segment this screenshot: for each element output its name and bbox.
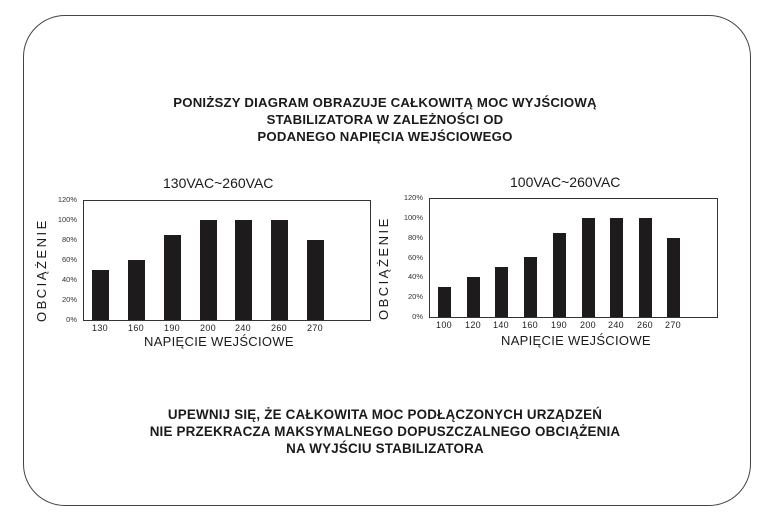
y-tick-label: 40%: [61, 275, 77, 284]
bar-270: [306, 240, 324, 320]
x-tick-label: 160: [128, 323, 144, 333]
bar-120: [466, 277, 480, 317]
x-tick-label: 100: [436, 320, 452, 330]
x-tick-label: 260: [637, 320, 653, 330]
x-tick-label: 240: [608, 320, 624, 330]
x-tick-label: 130: [92, 323, 108, 333]
header-text: PONIŻSZY DIAGRAM OBRAZUJE CAŁKOWITĄ MOC …: [0, 94, 770, 145]
bar-140: [494, 267, 508, 317]
chart-title: 100VAC~260VAC: [510, 174, 621, 190]
y-tick-label: 0%: [412, 312, 423, 321]
bar-270: [666, 238, 680, 317]
footer-line: UPEWNIJ SIĘ, ŻE CAŁKOWITA MOC PODŁĄCZONY…: [167, 407, 603, 422]
plot-area: [429, 198, 718, 318]
y-tick-label: 60%: [407, 252, 423, 262]
x-tick-label: 120: [465, 320, 481, 330]
bar-190: [552, 233, 566, 317]
plot-area: [83, 200, 371, 321]
header-line: PODANEGO NAPIĘCIA WEJŚCIOWEGO: [257, 129, 513, 144]
bar-200: [199, 220, 217, 320]
bar-260: [270, 220, 288, 320]
y-tick-label: 60%: [61, 255, 77, 264]
bar-190: [163, 235, 181, 320]
bar-200: [581, 218, 595, 317]
y-tick-label: 120%: [57, 195, 77, 204]
y-tick-label: 0%: [66, 315, 77, 324]
footer-warning-text: UPEWNIJ SIĘ, ŻE CAŁKOWITA MOC PODŁĄCZONY…: [0, 406, 770, 457]
footer-line: NA WYJŚCIU STABILIZATORA: [286, 441, 484, 456]
bar-240: [609, 218, 623, 317]
y-tick-label: 120%: [403, 193, 423, 202]
y-axis-label: OBCIĄŻENIE: [376, 216, 391, 320]
x-axis-label: NAPIĘCIE WEJŚCIOWE: [144, 334, 294, 349]
x-tick-label: 260: [271, 323, 287, 333]
y-tick-label: 100%: [403, 212, 423, 222]
footer-line: NIE PRZEKRACZA MAKSYMALNEGO DOPUSZCZALNE…: [149, 424, 621, 439]
x-tick-label: 270: [665, 320, 681, 330]
y-tick-label: 80%: [61, 235, 77, 244]
x-axis-label: NAPIĘCIE WEJŚCIOWE: [501, 333, 651, 348]
x-tick-label: 160: [522, 320, 538, 330]
bar-160: [523, 257, 537, 317]
x-tick-label: 200: [580, 320, 596, 330]
bar-130: [91, 270, 109, 320]
x-tick-label: 200: [200, 323, 216, 333]
x-tick-label: 190: [164, 323, 180, 333]
y-tick-label: 100%: [57, 215, 77, 224]
bar-240: [234, 220, 252, 320]
bar-160: [127, 260, 145, 320]
y-tick-label: 40%: [407, 272, 423, 282]
header-line: PONIŻSZY DIAGRAM OBRAZUJE CAŁKOWITĄ MOC …: [173, 95, 597, 110]
x-tick-label: 270: [307, 323, 323, 333]
y-tick-label: 20%: [61, 295, 77, 304]
x-tick-label: 190: [551, 320, 567, 330]
y-tick-label: 80%: [407, 232, 423, 242]
bar-260: [638, 218, 652, 317]
y-axis-label: OBCIĄŻENIE: [34, 218, 49, 322]
header-line: STABILIZATORA W ZALEŻNOŚCI OD: [266, 112, 504, 127]
rounded-border-frame: [23, 15, 751, 506]
x-tick-label: 240: [235, 323, 251, 333]
y-tick-label: 20%: [407, 292, 423, 302]
x-tick-label: 140: [493, 320, 509, 330]
bar-100: [437, 287, 451, 317]
chart-title: 130VAC~260VAC: [163, 175, 274, 191]
